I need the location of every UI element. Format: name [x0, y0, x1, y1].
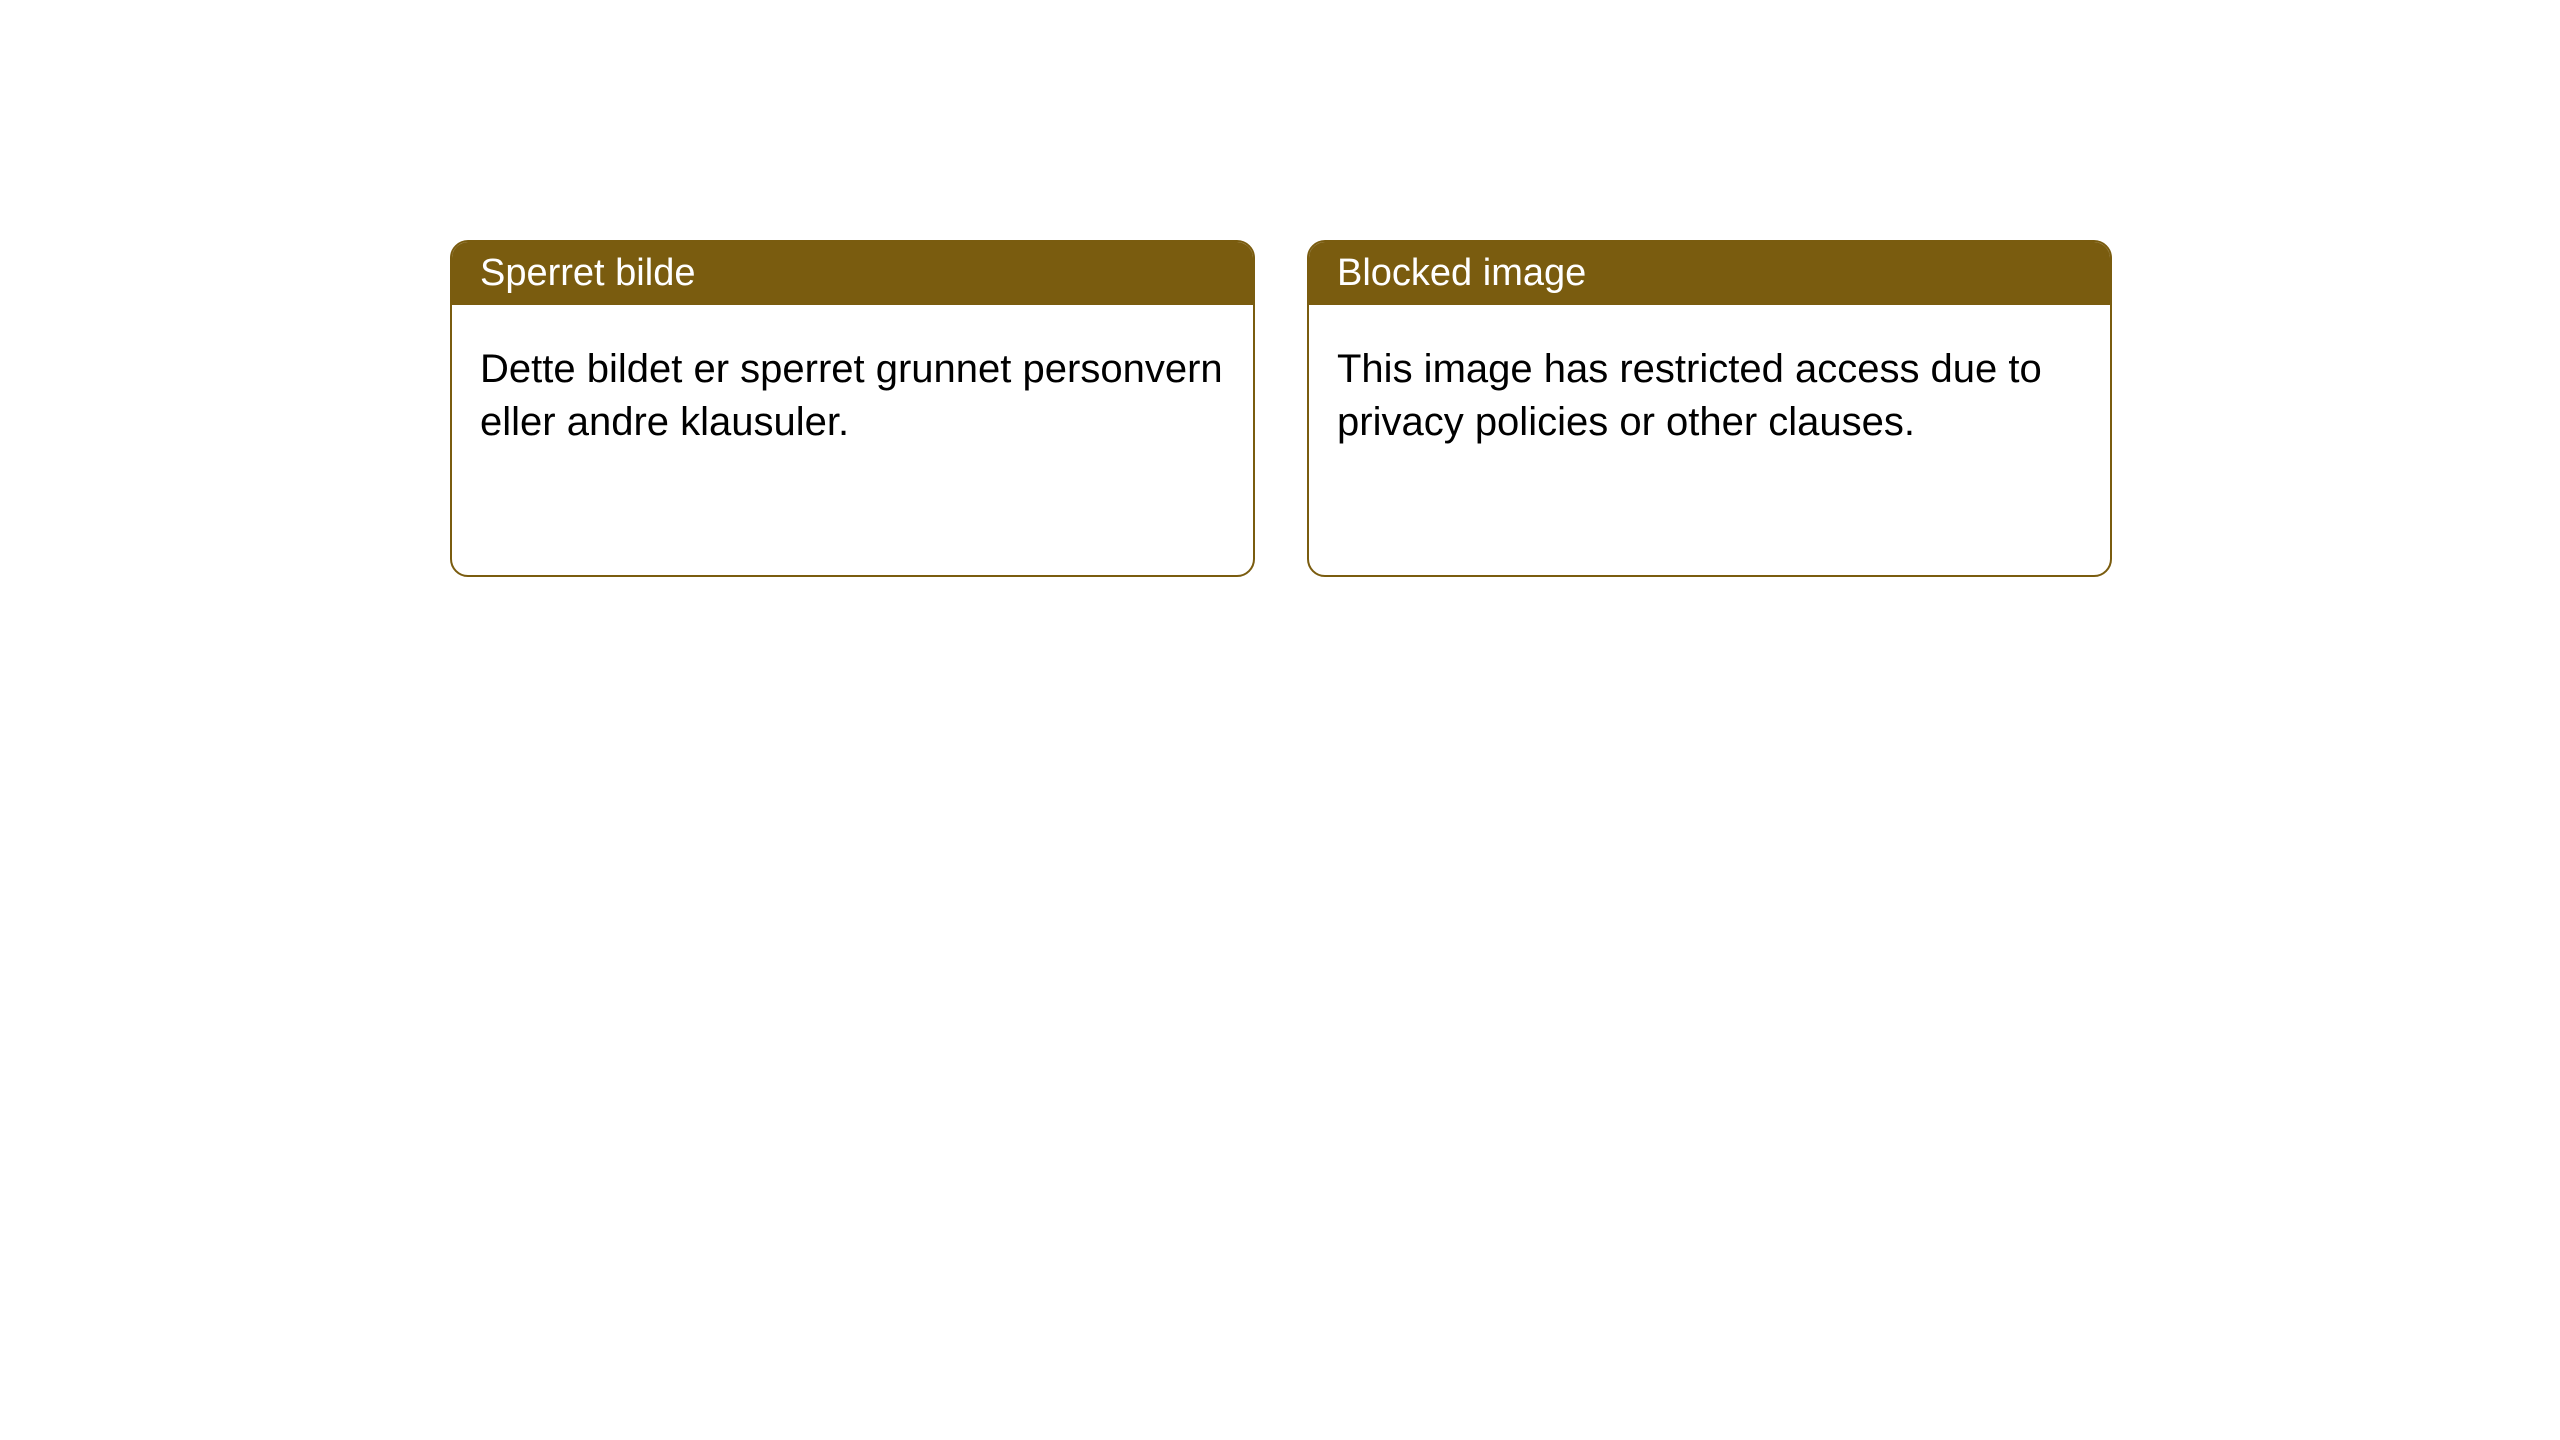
cards-container: Sperret bilde Dette bildet er sperret gr… — [0, 0, 2560, 577]
blocked-image-card-en: Blocked image This image has restricted … — [1307, 240, 2112, 577]
card-body: This image has restricted access due to … — [1309, 305, 2110, 575]
card-title: Blocked image — [1337, 252, 1586, 294]
card-title: Sperret bilde — [480, 252, 695, 294]
card-body-text: This image has restricted access due to … — [1337, 347, 2042, 444]
card-body: Dette bildet er sperret grunnet personve… — [452, 305, 1253, 575]
card-header: Sperret bilde — [452, 242, 1253, 305]
card-body-text: Dette bildet er sperret grunnet personve… — [480, 347, 1223, 444]
blocked-image-card-no: Sperret bilde Dette bildet er sperret gr… — [450, 240, 1255, 577]
card-header: Blocked image — [1309, 242, 2110, 305]
